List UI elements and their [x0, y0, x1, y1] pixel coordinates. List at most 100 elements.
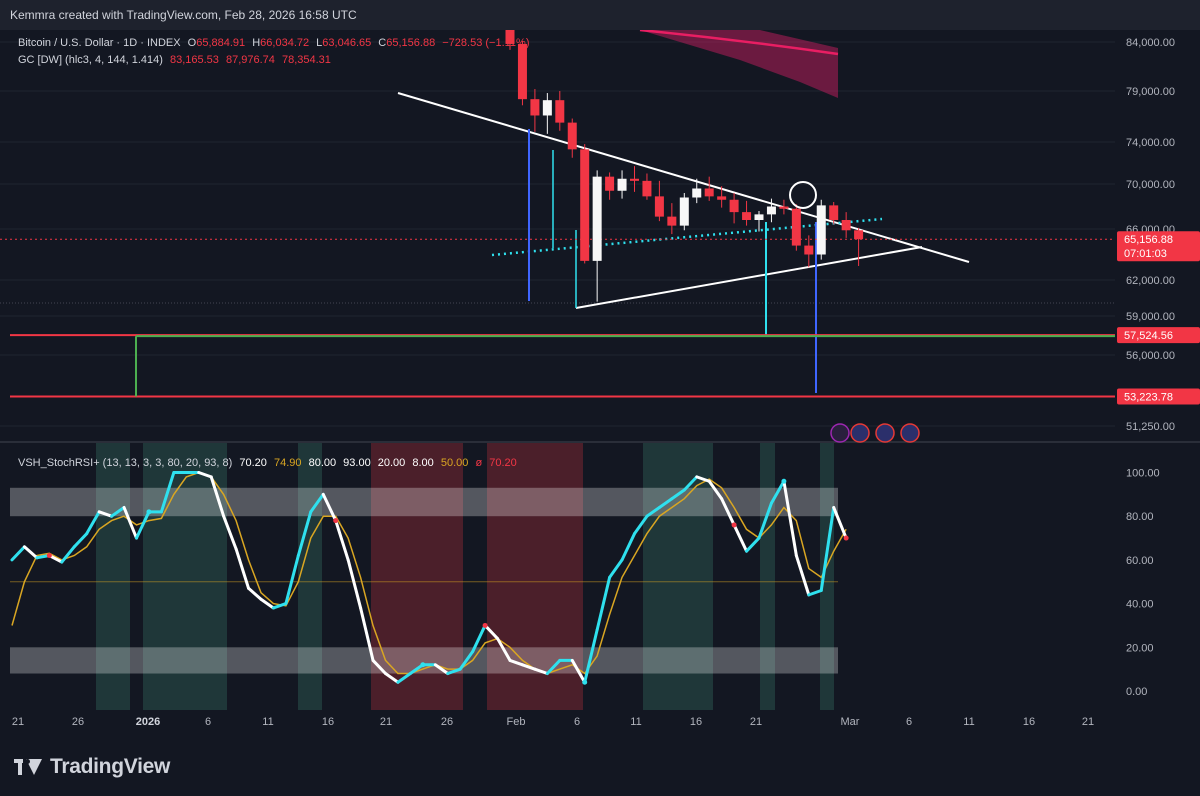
k-line-segment [85, 510, 101, 536]
close-value: 65,156.88 [386, 37, 436, 49]
k-line-segment [97, 510, 114, 518]
high-value: 66,034.72 [260, 37, 310, 49]
osc-name: VSH_StochRSI+ (13, 13, 3, 3, 80, 20, 93,… [18, 457, 233, 469]
last-price-label: 65,156.88 [1124, 234, 1173, 246]
tradingview-brand[interactable]: TradingView [14, 755, 170, 779]
osc-value-7: 50.00 [440, 457, 469, 469]
candle-body [791, 208, 801, 246]
cross-marker [46, 553, 52, 559]
osc-value-2: 74.90 [273, 457, 302, 469]
candle-body [617, 178, 627, 191]
k-line-segment [159, 471, 176, 514]
k-line-segment [633, 514, 649, 536]
indicator-name: GC [DW] (hlc3, 4, 144, 1.414) [18, 54, 163, 66]
k-line-segment [583, 628, 599, 684]
k-line-segment [346, 558, 363, 610]
k-line-segment [745, 536, 761, 553]
k-line-segment [695, 475, 711, 483]
indicator-value-3: 78,354.31 [281, 54, 331, 66]
k-line-segment [284, 554, 300, 606]
cross-marker [146, 509, 152, 515]
osc-axis-label: 0.00 [1126, 686, 1147, 698]
k-line-segment [533, 667, 549, 676]
us-flag-event-icon [900, 423, 920, 443]
k-line-segment [570, 658, 587, 684]
candle-body [692, 188, 702, 198]
bear-zone-column [371, 443, 463, 710]
k-line-segment [782, 479, 798, 558]
candle-body [742, 212, 752, 220]
k-line-segment [520, 663, 537, 671]
candle-body [667, 216, 677, 226]
candle-body [704, 188, 714, 197]
osc-value-8: 70.20 [489, 457, 517, 469]
price-axis-label: 51,250.00 [1126, 421, 1175, 433]
cross-marker [420, 662, 426, 668]
time-axis-label: 2026 [136, 716, 160, 728]
candle-body [505, 30, 515, 44]
k-line-segment [222, 514, 238, 551]
osc-value-4: 93.00 [343, 457, 371, 469]
bull-zone-column [298, 443, 322, 710]
k-line-segment [197, 471, 213, 479]
us-flag-event-icon [875, 423, 895, 443]
chart-svg[interactable]: 84,000.00 79,000.00 74,000.00 70,000.00 66,0… [0, 30, 1200, 740]
level-price-label: 53,223.78 [1124, 391, 1173, 403]
k-line-segment [359, 606, 375, 662]
candle-body [592, 176, 602, 261]
k-line-segment [732, 523, 749, 553]
chart-credit: Kemmra created with TradingView.com, Feb… [10, 8, 357, 22]
time-axis-label: 6 [906, 716, 912, 728]
osc-axis-label: 60.00 [1126, 555, 1154, 567]
k-line-segment [209, 475, 226, 518]
price-legend: Bitcoin / U.S. Dollar · 1D · INDEX O65,8… [18, 37, 534, 49]
candle-body [555, 100, 565, 123]
osc-value-1: 70.20 [239, 457, 267, 469]
candle-body [841, 220, 851, 231]
k-line-segment [446, 667, 462, 676]
time-axis-label: Feb [507, 716, 526, 728]
candle-body [580, 149, 590, 261]
candle-body [605, 176, 615, 191]
k-line-segment [296, 510, 313, 558]
ascending-trendline [575, 246, 923, 309]
last-price-tag [1117, 231, 1200, 262]
cross-marker [843, 535, 849, 541]
k-line-segment [496, 637, 512, 662]
time-axis-label: 21 [380, 716, 392, 728]
time-axis-label: 21 [750, 716, 762, 728]
price-axis-label: 84,000.00 [1126, 37, 1175, 49]
open-value: 65,884.91 [196, 37, 246, 49]
time-axis-label: 16 [1023, 716, 1035, 728]
k-line-segment [595, 575, 612, 632]
time-axis-label: 26 [441, 716, 453, 728]
k-line-segment [135, 510, 151, 540]
k-line-segment [259, 597, 275, 610]
indicator-value-2: 87,976.74 [225, 54, 275, 66]
candle-body [642, 180, 652, 197]
candle-body [754, 214, 764, 220]
k-line-segment [720, 497, 736, 527]
k-line-segment [72, 532, 89, 549]
price-axis-label: 62,000.00 [1126, 275, 1175, 287]
gaussian-channel-upper-line [639, 30, 839, 56]
overbought-oversold-band [10, 647, 838, 674]
osc-value-5: 20.00 [377, 457, 406, 469]
price-axis-label: 74,000.00 [1126, 137, 1175, 149]
candle-body [854, 230, 864, 240]
bull-zone-column [760, 443, 775, 710]
k-line-segment [334, 519, 350, 562]
k-line-segment [433, 663, 450, 676]
osc-symbol: ø [475, 457, 483, 469]
k-line-segment [309, 492, 325, 514]
overbought-oversold-band [10, 487, 838, 517]
osc-value-6: 8.00 [412, 457, 434, 469]
time-axis-label: 11 [262, 716, 273, 728]
bear-zone-column [487, 443, 583, 710]
candle-body [679, 197, 689, 226]
k-line-segment [396, 672, 412, 684]
indicator-value-1: 83,165.53 [169, 54, 219, 66]
bull-zone-column [820, 443, 834, 710]
k-line-segment [794, 554, 811, 597]
oscillator-legend: VSH_StochRSI+ (13, 13, 3, 3, 80, 20, 93,… [18, 457, 521, 469]
